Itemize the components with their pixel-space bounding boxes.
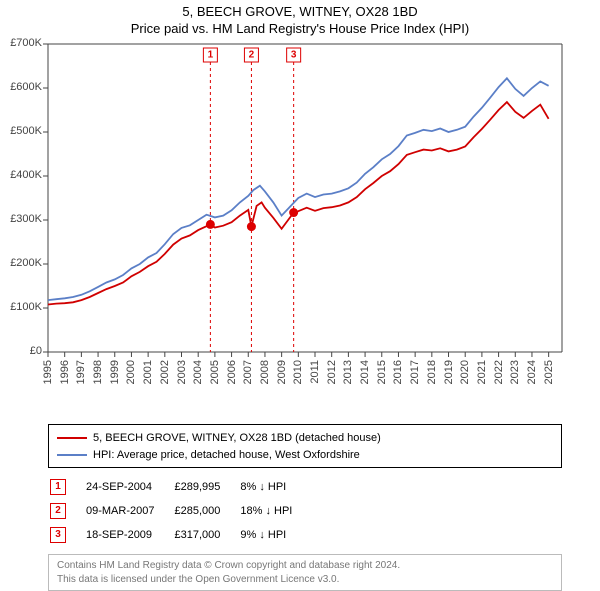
x-axis-label: 2010 [292,360,304,384]
y-axis-label: £200K [0,257,42,269]
footer-line-1: Contains HM Land Registry data © Crown c… [57,559,553,573]
y-axis-label: £300K [0,213,42,225]
legend-label-property: 5, BEECH GROVE, WITNEY, OX28 1BD (detach… [93,432,381,444]
x-axis-label: 2018 [426,360,438,384]
x-axis-label: 2006 [226,360,238,384]
sales-table: 1 24-SEP-2004£289,9958% ↓ HPI 2 09-MAR-2007… [48,474,312,548]
svg-text:1: 1 [208,50,214,61]
x-axis-label: 2015 [376,360,388,384]
title-line-2: Price paid vs. HM Land Registry's House … [0,21,600,36]
legend-box: 5, BEECH GROVE, WITNEY, OX28 1BD (detach… [48,424,562,468]
y-axis-label: £0 [0,345,42,357]
x-axis-label: 2011 [309,360,321,384]
x-axis-label: 1998 [92,360,104,384]
sale-delta: 18% ↓ HPI [240,500,310,522]
svg-text:2: 2 [249,50,255,61]
sales-row: 1 24-SEP-2004£289,9958% ↓ HPI [50,476,310,498]
x-axis-label: 2025 [543,360,555,384]
sale-delta: 9% ↓ HPI [240,524,310,546]
legend-swatch-property [57,437,87,439]
sale-date: 18-SEP-2009 [86,524,172,546]
sale-price: £285,000 [174,500,238,522]
y-axis-label: £100K [0,301,42,313]
x-axis-label: 2004 [192,360,204,384]
sale-marker-icon: 3 [50,527,66,543]
x-axis-label: 2008 [259,360,271,384]
y-axis-label: £400K [0,169,42,181]
sale-date: 24-SEP-2004 [86,476,172,498]
legend-item-property: 5, BEECH GROVE, WITNEY, OX28 1BD (detach… [57,429,553,446]
legend-label-hpi: HPI: Average price, detached house, West… [93,449,360,461]
x-axis-label: 2000 [125,360,137,384]
x-axis-label: 1999 [109,360,121,384]
x-axis-label: 2019 [443,360,455,384]
legend-swatch-hpi [57,454,87,456]
x-axis-label: 2024 [526,360,538,384]
sale-price: £317,000 [174,524,238,546]
y-axis-label: £700K [0,37,42,49]
x-axis-label: 2020 [459,360,471,384]
x-axis-label: 2012 [326,360,338,384]
sales-row: 3 18-SEP-2009£317,0009% ↓ HPI [50,524,310,546]
sale-marker-icon: 1 [50,479,66,495]
x-axis-label: 2017 [409,360,421,384]
x-axis-label: 2007 [242,360,254,384]
x-axis-label: 2016 [392,360,404,384]
x-axis-label: 2001 [142,360,154,384]
chart-area: 1 2 3 £0 £100K £200K £300K £400K £500K £600K £700… [0,38,600,420]
svg-text:3: 3 [291,50,297,61]
y-axis-label: £500K [0,125,42,137]
y-axis-label: £600K [0,81,42,93]
x-axis-label: 1995 [42,360,54,384]
footer-note: Contains HM Land Registry data © Crown c… [48,554,562,591]
x-axis-label: 2023 [509,360,521,384]
x-axis-label: 2005 [209,360,221,384]
sale-marker-icon: 2 [50,503,66,519]
sale-date: 09-MAR-2007 [86,500,172,522]
sales-row: 2 09-MAR-2007£285,00018% ↓ HPI [50,500,310,522]
x-axis-label: 2013 [342,360,354,384]
x-axis-label: 2009 [276,360,288,384]
chart-title-block: 5, BEECH GROVE, WITNEY, OX28 1BD Price p… [0,0,600,38]
x-axis-label: 2022 [493,360,505,384]
sale-price: £289,995 [174,476,238,498]
x-axis-label: 2002 [159,360,171,384]
x-axis-label: 1997 [75,360,87,384]
sale-delta: 8% ↓ HPI [240,476,310,498]
footer-line-2: This data is licensed under the Open Gov… [57,573,553,587]
x-axis-label: 2014 [359,360,371,384]
x-axis-label: 2021 [476,360,488,384]
x-axis-label: 1996 [59,360,71,384]
title-line-1: 5, BEECH GROVE, WITNEY, OX28 1BD [0,4,600,19]
x-axis-label: 2003 [176,360,188,384]
legend-item-hpi: HPI: Average price, detached house, West… [57,446,553,463]
